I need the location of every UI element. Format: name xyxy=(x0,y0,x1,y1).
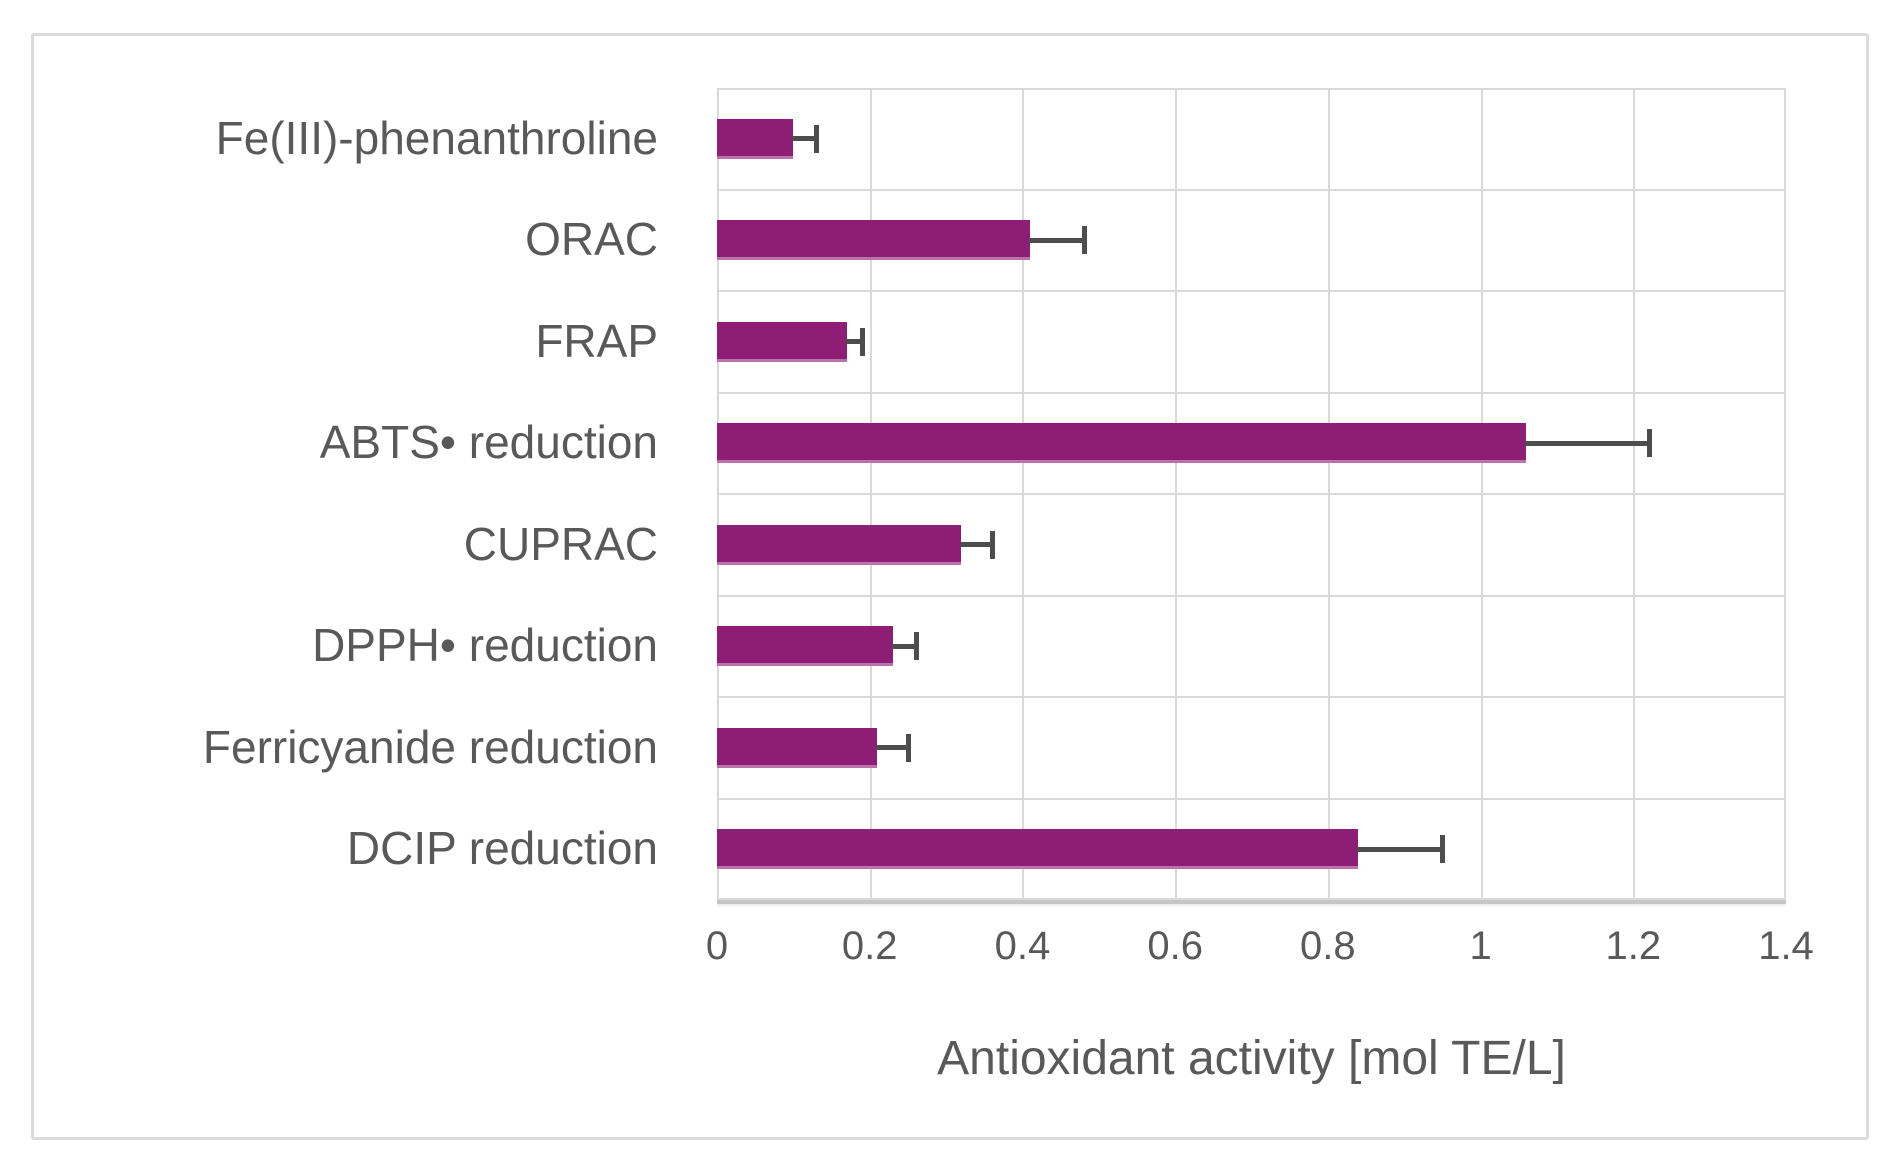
gridline-horizontal xyxy=(717,493,1786,495)
error-bar-line xyxy=(1357,846,1443,852)
bar xyxy=(717,626,893,667)
gridline-horizontal xyxy=(717,696,1786,698)
x-tick-label: 0.4 xyxy=(994,924,1051,968)
gridline-horizontal xyxy=(717,88,1786,90)
figure-frame: Fe(III)-phenanthroline ORAC FRAP ABTS• redu… xyxy=(31,33,1869,1140)
category-label: DCIP reduction xyxy=(346,822,658,875)
gridline-horizontal xyxy=(717,188,1786,191)
error-bar-cap xyxy=(1440,835,1446,864)
x-tick-label: 0 xyxy=(705,924,729,968)
x-tick-label: 1.4 xyxy=(1758,924,1814,968)
bar xyxy=(717,727,878,768)
bar xyxy=(717,524,962,565)
category-label: FRAP xyxy=(535,314,658,367)
x-axis-tick-labels: 0 0.2 0.4 0.6 0.8 1 1.2 1.4 xyxy=(706,924,1814,986)
bar xyxy=(717,423,1527,464)
category-label: Fe(III)-phenanthroline xyxy=(215,111,658,164)
error-bar-cap xyxy=(989,530,995,559)
category-label: ABTS• reduction xyxy=(319,416,658,469)
category-label: ORAC xyxy=(525,213,658,266)
x-tick-label: 0.2 xyxy=(841,924,898,968)
x-tick-label: 0.6 xyxy=(1147,924,1203,968)
error-bar-line xyxy=(1029,237,1084,243)
category-axis-labels: Fe(III)-phenanthroline ORAC FRAP ABTS• redu… xyxy=(54,88,658,900)
error-bar-cap xyxy=(913,632,919,661)
gridline-horizontal xyxy=(717,898,1786,900)
error-bar-line xyxy=(1525,440,1649,446)
antioxidant-activity-bar-chart: Fe(III)-phenanthroline ORAC FRAP ABTS• redu… xyxy=(34,36,1866,1137)
gridline-horizontal xyxy=(717,290,1786,292)
error-bar-line xyxy=(876,745,908,751)
gridline-horizontal xyxy=(717,797,1786,800)
error-bar-line xyxy=(792,136,817,142)
x-tick-label: 1 xyxy=(1469,924,1492,968)
gridline-horizontal xyxy=(717,391,1786,394)
category-label: CUPRAC xyxy=(463,517,658,570)
plot-area xyxy=(717,88,1786,900)
error-bar-cap xyxy=(905,733,911,762)
error-bar-cap xyxy=(1081,226,1087,255)
error-bar-line xyxy=(891,643,916,649)
x-tick-label: 0.8 xyxy=(1300,924,1356,968)
bar xyxy=(717,321,847,362)
error-bar-cap xyxy=(814,124,820,153)
error-bar-cap xyxy=(1646,429,1652,458)
error-bar-line xyxy=(960,542,992,548)
error-bar-line xyxy=(845,339,863,345)
x-axis-line xyxy=(717,900,1786,904)
x-tick-label: 1.2 xyxy=(1605,924,1662,968)
category-label: Ferricyanide reduction xyxy=(202,720,658,773)
bar xyxy=(717,220,1031,261)
bar xyxy=(717,829,1359,870)
gridline-horizontal xyxy=(717,594,1786,597)
bar xyxy=(717,118,794,159)
x-axis-title: Antioxidant activity [mol TE/L] xyxy=(937,1032,1566,1085)
category-label: DPPH• reduction xyxy=(312,619,658,672)
error-bar-cap xyxy=(860,327,866,356)
